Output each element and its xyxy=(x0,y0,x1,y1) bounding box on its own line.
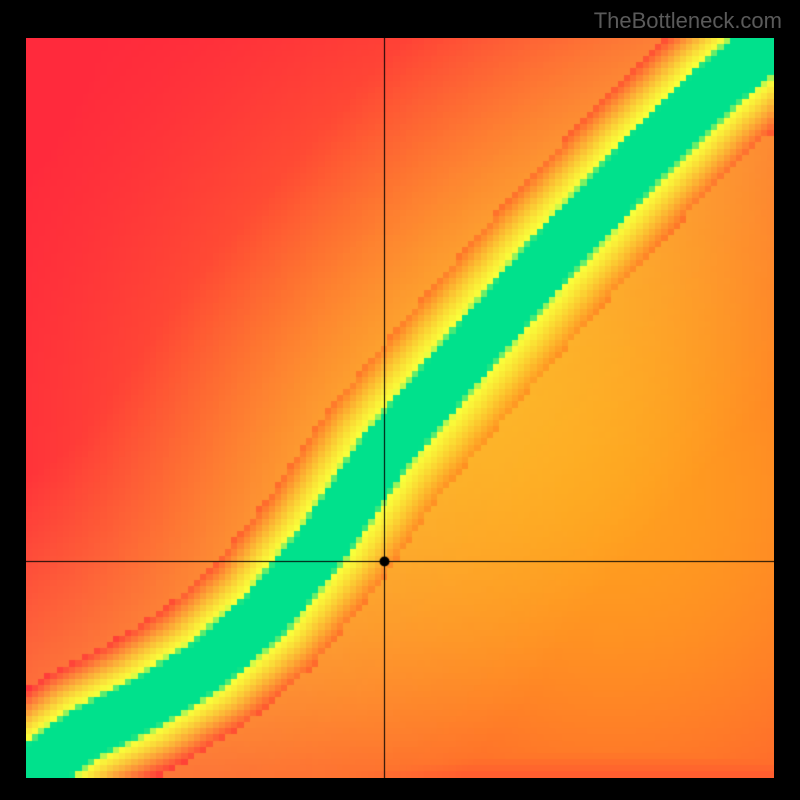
heatmap-plot xyxy=(26,38,774,778)
heatmap-canvas xyxy=(26,38,774,778)
watermark-text: TheBottleneck.com xyxy=(594,8,782,34)
chart-container: TheBottleneck.com xyxy=(0,0,800,800)
